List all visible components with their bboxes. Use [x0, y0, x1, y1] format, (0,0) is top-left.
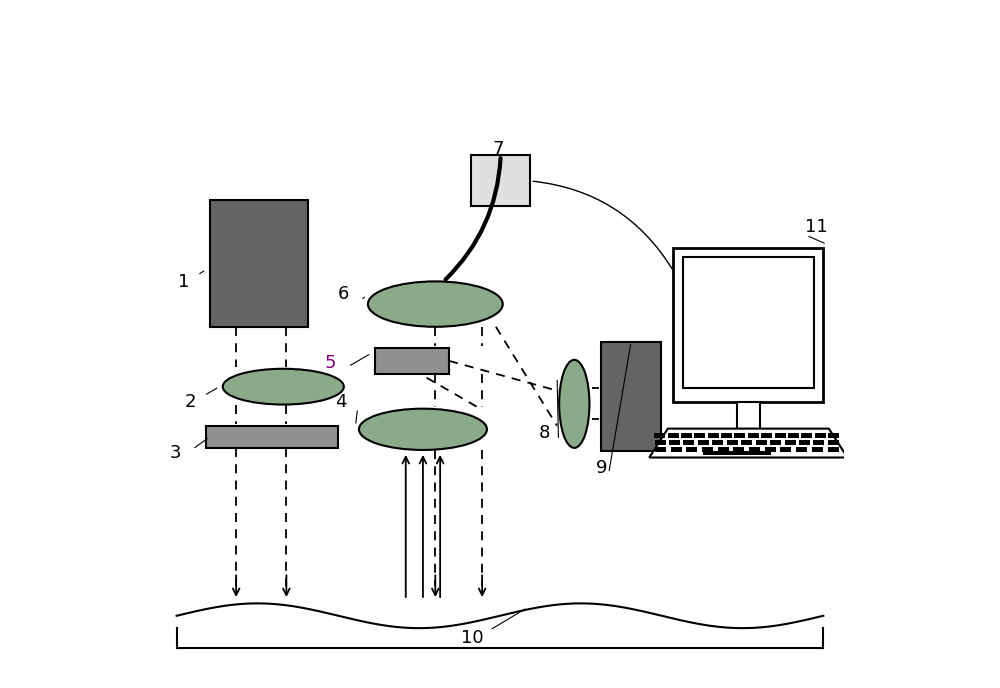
Bar — [698, 440, 709, 445]
Bar — [775, 433, 786, 438]
Bar — [703, 451, 771, 455]
Bar — [813, 440, 824, 445]
Bar — [712, 440, 723, 445]
Bar — [785, 440, 796, 445]
Text: 3: 3 — [170, 444, 181, 462]
Ellipse shape — [223, 369, 344, 405]
Bar — [655, 440, 666, 445]
Bar — [737, 402, 760, 429]
Bar — [780, 447, 791, 452]
Text: 8: 8 — [539, 424, 550, 442]
Text: 5: 5 — [325, 354, 337, 372]
Bar — [708, 433, 719, 438]
Bar — [749, 447, 760, 452]
Bar — [812, 447, 823, 452]
Bar — [210, 200, 308, 327]
Polygon shape — [649, 429, 847, 458]
Bar — [206, 426, 338, 448]
Bar — [655, 447, 666, 452]
Bar — [681, 433, 692, 438]
Bar — [683, 440, 694, 445]
Bar — [686, 447, 697, 452]
Bar — [756, 440, 767, 445]
Bar — [741, 440, 752, 445]
Bar — [683, 257, 814, 388]
Text: 6: 6 — [337, 286, 349, 303]
Bar — [375, 348, 449, 374]
Bar — [718, 447, 729, 452]
Bar — [748, 433, 759, 438]
Text: 9: 9 — [596, 459, 608, 477]
Text: 10: 10 — [461, 630, 484, 647]
Bar — [761, 433, 772, 438]
Bar — [671, 447, 682, 452]
Bar — [733, 447, 744, 452]
FancyArrowPatch shape — [446, 158, 501, 279]
Bar — [601, 342, 661, 451]
Bar — [801, 433, 812, 438]
Bar — [734, 433, 745, 438]
Bar — [673, 248, 823, 402]
Ellipse shape — [359, 409, 487, 450]
Bar — [828, 433, 839, 438]
FancyArrowPatch shape — [533, 181, 672, 268]
Text: 2: 2 — [185, 394, 196, 411]
Bar — [694, 433, 705, 438]
Bar — [796, 447, 807, 452]
Bar — [788, 433, 799, 438]
Bar — [799, 440, 810, 445]
Bar — [721, 433, 732, 438]
Bar — [770, 440, 781, 445]
Bar — [815, 433, 826, 438]
Bar — [668, 433, 679, 438]
Bar — [702, 447, 713, 452]
Bar — [828, 447, 839, 452]
Bar — [471, 155, 530, 206]
Bar — [727, 440, 738, 445]
Ellipse shape — [559, 360, 589, 448]
Bar — [669, 440, 680, 445]
Text: 7: 7 — [492, 140, 504, 158]
Text: 1: 1 — [178, 273, 189, 291]
Bar — [654, 433, 665, 438]
Ellipse shape — [368, 281, 503, 327]
Text: 4: 4 — [335, 394, 346, 411]
Bar — [828, 440, 839, 445]
Text: 11: 11 — [805, 218, 828, 236]
Bar — [765, 447, 776, 452]
